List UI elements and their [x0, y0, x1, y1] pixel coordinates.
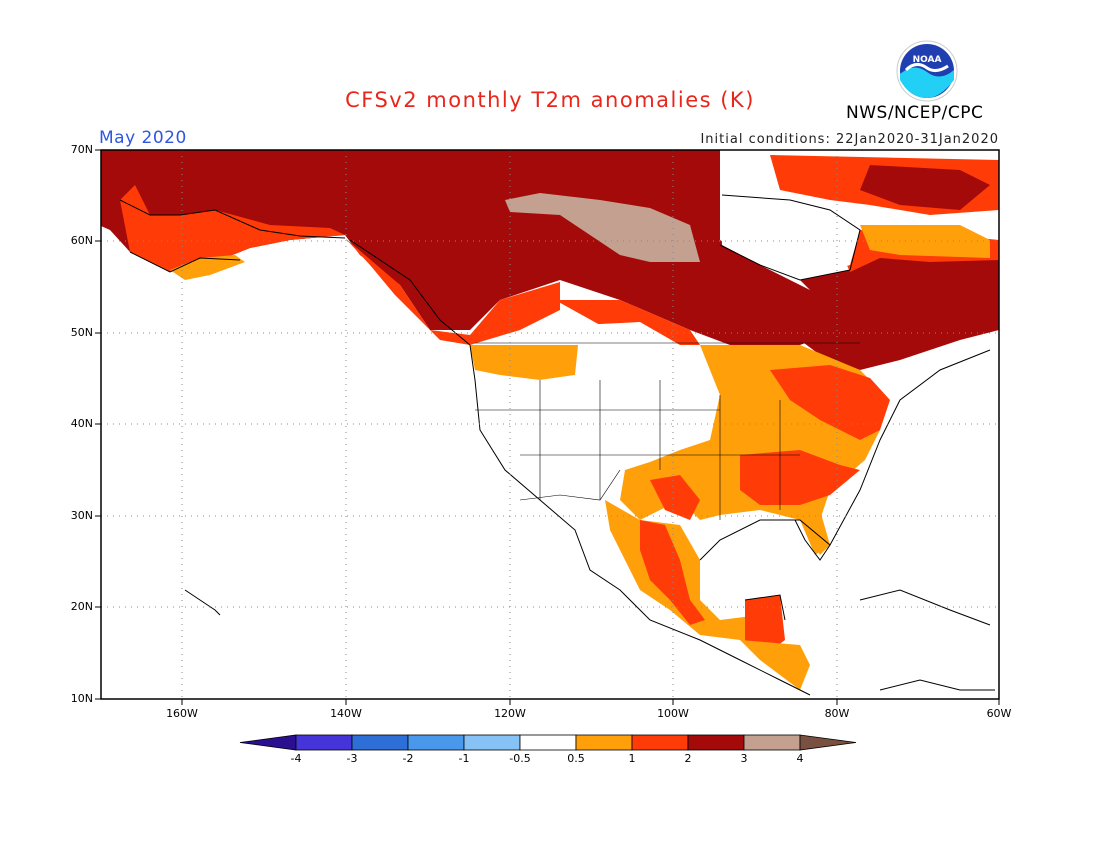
- lon-label-60w: 60W: [986, 707, 1012, 720]
- lon-label-160w: 160W: [166, 707, 198, 720]
- colorbar-arrow-low: [239, 734, 297, 751]
- anomaly-field: [101, 150, 999, 696]
- colorbar-swatch: [631, 734, 689, 751]
- tick-marks: [95, 149, 1000, 705]
- lat-label-60n: 60N: [70, 234, 93, 247]
- colorbar-label: 2: [684, 752, 692, 765]
- central-america: [740, 640, 810, 690]
- coastlines: [119, 194, 995, 696]
- lon-label-100w: 100W: [657, 707, 689, 720]
- canada-west-coast: [345, 238, 560, 345]
- florida: [800, 505, 830, 555]
- lat-label-40n: 40N: [70, 417, 93, 430]
- colorbar: [239, 734, 857, 751]
- chart-title: CFSv2 monthly T2m anomalies (K): [345, 88, 755, 112]
- lat-label-30n: 30N: [70, 509, 93, 522]
- canada-warmest-area: [505, 193, 700, 262]
- yucatan: [745, 595, 785, 655]
- colorbar-label: 3: [740, 752, 748, 765]
- central-us: [475, 322, 720, 500]
- canada-central: [340, 150, 840, 345]
- colorbar-swatch: [687, 734, 745, 751]
- colorbar-label: 0.5: [567, 752, 585, 765]
- alaska-fringe: [120, 185, 345, 272]
- baffin-region: [860, 165, 990, 210]
- colorbar-swatch: [407, 734, 465, 751]
- initial-conditions: Initial conditions: 22Jan2020-31Jan2020: [700, 132, 999, 147]
- lat-label-70n: 70N: [70, 143, 93, 156]
- us-northwest: [470, 345, 580, 380]
- valid-month: May 2020: [99, 128, 187, 148]
- canada-south-band: [555, 300, 700, 345]
- colorbar-label: -0.5: [509, 752, 531, 765]
- colorbar-swatch: [743, 734, 801, 751]
- alaska-peninsula: [170, 255, 245, 280]
- northeast-us: [770, 365, 890, 440]
- lon-label-80w: 80W: [824, 707, 850, 720]
- quebec-region: [800, 255, 999, 370]
- colorbar-arrow-high: [799, 734, 857, 751]
- colorbar-swatch: [463, 734, 521, 751]
- lat-label-50n: 50N: [70, 326, 93, 339]
- lat-label-10n: 10N: [70, 692, 93, 705]
- logo-text: NOAA: [913, 55, 942, 65]
- colorbar-label: -1: [458, 752, 470, 765]
- labrador-region: [860, 225, 990, 258]
- colorbar-label: 1: [628, 752, 636, 765]
- colorbar-swatch: [575, 734, 633, 751]
- lon-label-120w: 120W: [494, 707, 526, 720]
- colorbar-label: -4: [290, 752, 302, 765]
- southeast-us: [740, 450, 860, 505]
- political-borders: [475, 342, 860, 520]
- colorbar-label: -3: [346, 752, 358, 765]
- texas-hotspot: [650, 475, 700, 520]
- org-label: NWS/NCEP/CPC: [846, 103, 984, 123]
- lon-label-140w: 140W: [330, 707, 362, 720]
- colorbar-swatch: [519, 734, 577, 751]
- hudson-bay: [720, 195, 860, 280]
- colorbar-swatch: [295, 734, 353, 751]
- lat-label-20n: 20N: [70, 600, 93, 613]
- colorbar-swatch: [351, 734, 409, 751]
- noaa-logo: NOAA: [896, 40, 958, 102]
- colorbar-label: 4: [796, 752, 804, 765]
- colorbar-label: -2: [402, 752, 414, 765]
- mexico-hotspot: [640, 520, 705, 625]
